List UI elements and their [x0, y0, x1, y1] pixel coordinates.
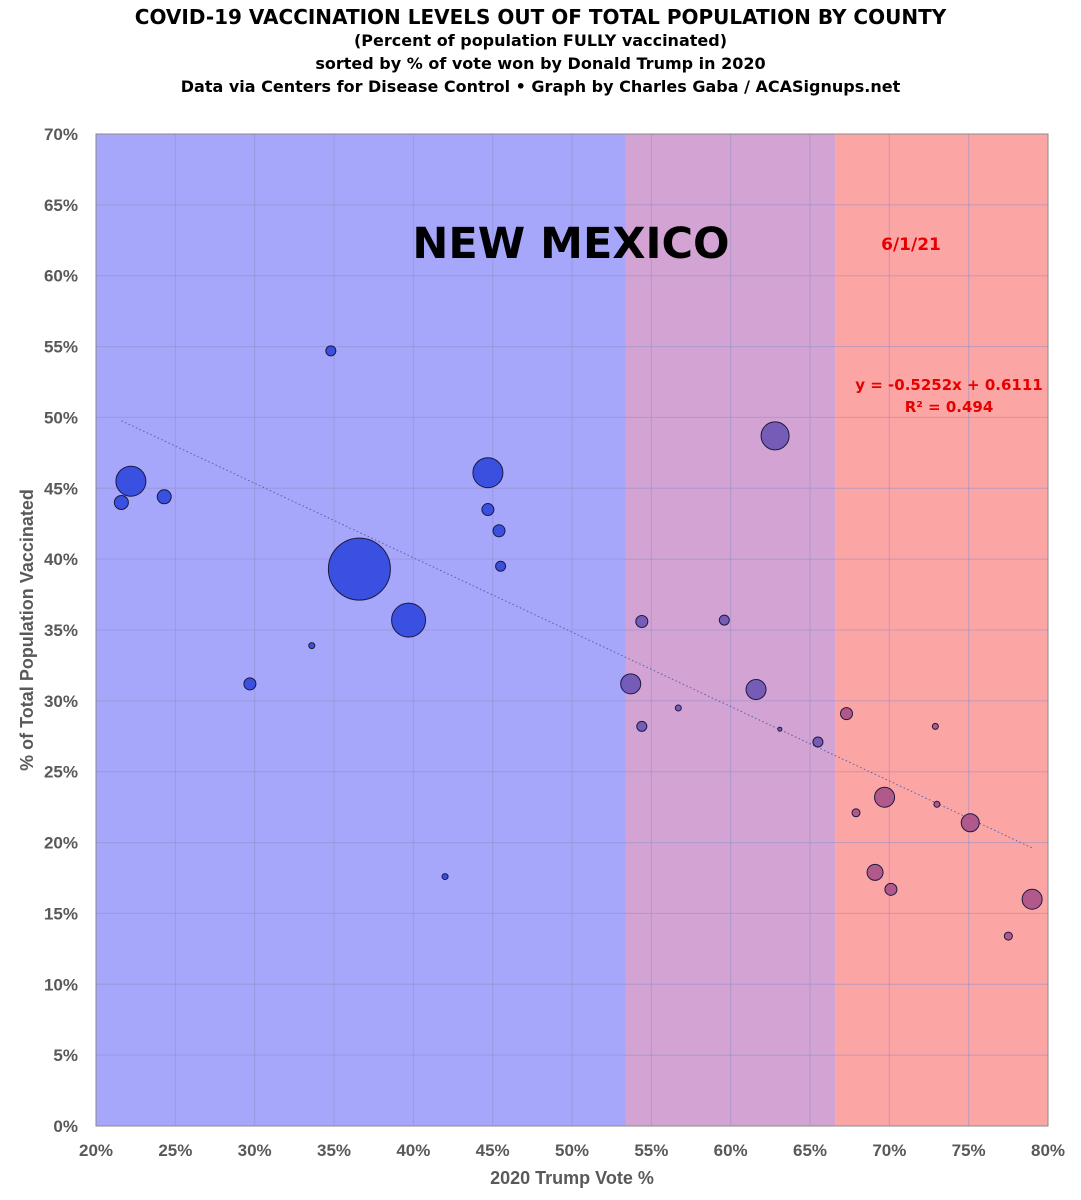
plot-frame	[95, 133, 1049, 1127]
county-point	[1003, 931, 1013, 941]
chart-subtitle: (Percent of population FULLY vaccinated)	[353, 31, 727, 50]
x-tick-label: 60%	[714, 1141, 748, 1160]
chart-sort-note: sorted by % of vote won by Donald Trump …	[315, 54, 766, 73]
x-tick-label: 45%	[476, 1141, 510, 1160]
x-tick-label: 30%	[238, 1141, 272, 1160]
y-tick-label: 30%	[44, 692, 78, 711]
county-point	[960, 813, 980, 833]
county-point	[308, 642, 316, 650]
x-tick-label: 55%	[634, 1141, 668, 1160]
county-point	[495, 560, 507, 572]
y-axis-ticks: 0% 5% 10% 15% 20% 25% 30% 35% 40% 45% 50% 55% 60% 65%…	[44, 125, 78, 1136]
chart-header: COVID-19 VACCINATION LEVELS OUT OF TOTAL…	[0, 6, 1081, 98]
county-point	[636, 720, 648, 732]
x-axis-label: 2020 Trump Vote %	[490, 1168, 654, 1188]
county-point	[472, 457, 504, 489]
y-tick-label: 15%	[44, 904, 78, 923]
y-tick-label: 50%	[44, 408, 78, 427]
data-points	[113, 345, 1043, 941]
county-point	[481, 503, 495, 517]
county-point	[931, 722, 939, 730]
y-tick-label: 10%	[44, 975, 78, 994]
y-tick-label: 25%	[44, 763, 78, 782]
y-tick-label: 60%	[44, 267, 78, 286]
state-label: NEW MEXICO	[412, 219, 729, 269]
county-point	[113, 494, 129, 510]
county-point	[745, 679, 767, 701]
x-tick-label: 80%	[1031, 1141, 1065, 1160]
x-tick-label: 40%	[396, 1141, 430, 1160]
y-tick-label: 5%	[53, 1046, 78, 1065]
county-point	[327, 537, 391, 601]
county-point	[718, 614, 730, 626]
x-axis-ticks: 20% 25% 30% 35% 40% 45% 50% 55% 60% 65% 70% 75% 80%	[79, 1141, 1065, 1160]
y-tick-label: 65%	[44, 196, 78, 215]
y-tick-label: 40%	[44, 550, 78, 569]
county-point	[866, 863, 884, 881]
x-tick-label: 70%	[872, 1141, 906, 1160]
gridlines	[95, 133, 1049, 1127]
x-tick-label: 75%	[952, 1141, 986, 1160]
chart-title: COVID-19 VACCINATION LEVELS OUT OF TOTAL…	[134, 5, 947, 29]
county-point	[777, 726, 783, 732]
county-point	[933, 800, 941, 808]
trendline-r-squared: R² = 0.494	[905, 398, 994, 416]
y-axis-label: % of Total Population Vaccinated	[17, 489, 37, 771]
y-tick-label: 45%	[44, 479, 78, 498]
county-point	[115, 465, 147, 497]
county-point	[156, 489, 172, 505]
x-tick-label: 20%	[79, 1141, 113, 1160]
y-tick-label: 70%	[44, 125, 78, 144]
y-tick-label: 35%	[44, 621, 78, 640]
date-label: 6/1/21	[881, 235, 941, 255]
county-point	[874, 786, 896, 808]
county-point	[674, 704, 682, 712]
x-tick-label: 25%	[158, 1141, 192, 1160]
y-tick-label: 20%	[44, 834, 78, 853]
chart-credit: Data via Centers for Disease Control • G…	[180, 77, 901, 96]
county-point	[492, 524, 506, 538]
county-point	[325, 345, 337, 357]
y-tick-label: 55%	[44, 338, 78, 357]
county-point	[441, 873, 449, 881]
county-point	[620, 673, 642, 695]
county-point	[635, 614, 649, 628]
x-tick-label: 65%	[793, 1141, 827, 1160]
x-tick-label: 35%	[317, 1141, 351, 1160]
county-point	[391, 602, 427, 638]
y-tick-label: 0%	[53, 1117, 78, 1136]
x-tick-label: 50%	[555, 1141, 589, 1160]
county-point	[812, 736, 824, 748]
county-point	[839, 707, 853, 721]
trendline-equation: y = -0.5252x + 0.6111	[855, 376, 1042, 394]
county-point	[1021, 888, 1043, 910]
county-point	[760, 421, 790, 451]
county-point	[243, 677, 257, 691]
county-point	[884, 882, 898, 896]
county-point	[851, 808, 861, 818]
